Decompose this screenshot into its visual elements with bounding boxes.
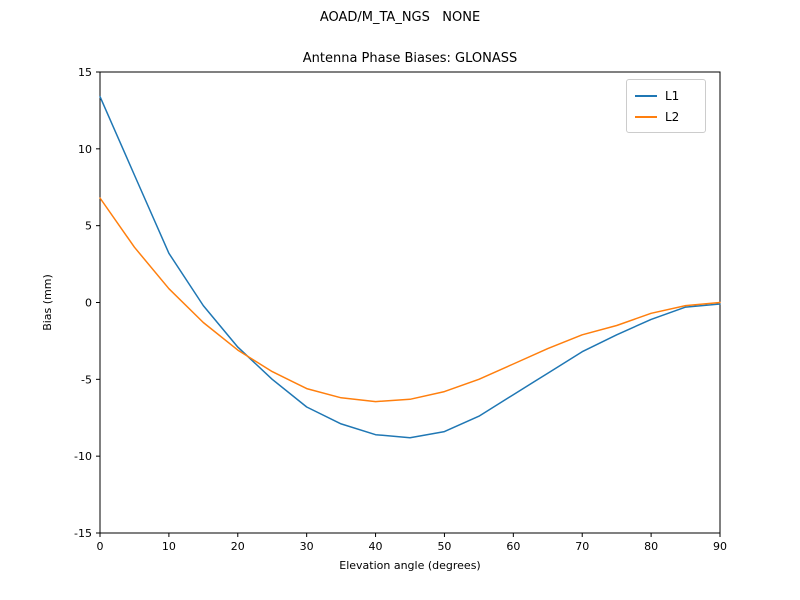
- x-axis-label: Elevation angle (degrees): [339, 559, 480, 572]
- y-tick-label: 15: [78, 66, 92, 79]
- y-tick-label: -5: [81, 373, 92, 386]
- x-tick-label: 80: [644, 540, 658, 553]
- x-tick-label: 50: [437, 540, 451, 553]
- x-tick-label: 40: [369, 540, 383, 553]
- chart-title: Antenna Phase Biases: GLONASS: [302, 51, 518, 66]
- l2-legend-line: [635, 115, 657, 118]
- legend-item-l2: L2: [635, 106, 697, 127]
- x-tick-label: 20: [231, 540, 245, 553]
- x-tick-label: 90: [713, 540, 727, 553]
- y-tick-label: -10: [74, 450, 92, 463]
- x-tick-label: 0: [97, 540, 104, 553]
- y-tick-label: 10: [78, 143, 92, 156]
- x-tick-label: 30: [300, 540, 314, 553]
- y-axis-label: Bias (mm): [41, 274, 54, 331]
- figure-suptitle: AOAD/M_TA_NGS NONE: [319, 10, 481, 25]
- y-tick-label: 0: [85, 297, 92, 310]
- l1-legend-line: [635, 94, 657, 97]
- y-tick-label: -15: [74, 527, 92, 540]
- l1-legend-label: L1: [665, 88, 680, 103]
- x-tick-label: 60: [506, 540, 520, 553]
- x-tick-label: 10: [162, 540, 176, 553]
- x-tick-label: 70: [575, 540, 589, 553]
- series-line-l1: [99, 95, 721, 439]
- l2-legend-label: L2: [665, 109, 680, 124]
- legend: L1 L2: [626, 79, 706, 133]
- plot-frame: [99, 71, 721, 534]
- y-tick-label: 5: [85, 220, 92, 233]
- legend-item-l1: L1: [635, 85, 697, 106]
- series-line-l2: [99, 197, 721, 403]
